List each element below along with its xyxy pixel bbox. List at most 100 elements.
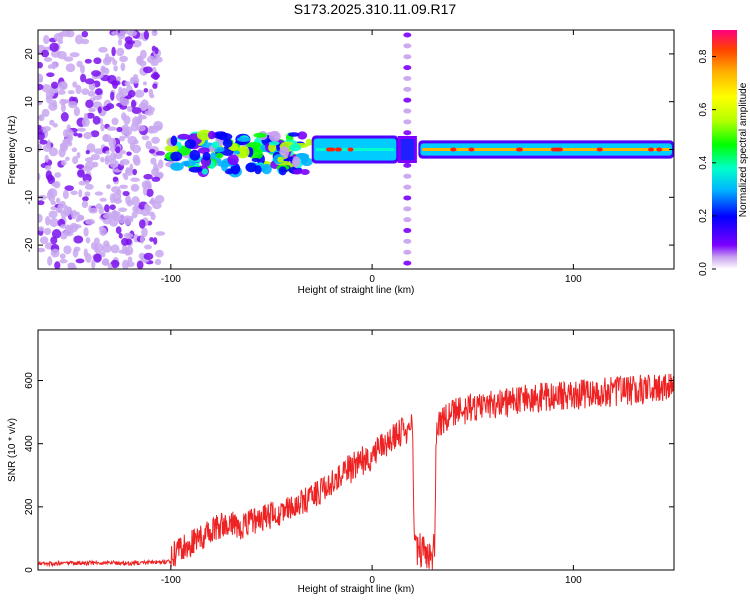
snr-axes: -100 0 100 0 200 400 600 [24,330,674,586]
noise-blob [67,90,75,95]
noise-blob [62,189,69,200]
band-peak [347,147,354,152]
spectrogram-ytick-label: 10 [24,96,35,108]
noise-blob [130,122,139,132]
stripe-blob [403,119,412,125]
noise-blob [88,107,96,113]
signal-blob [305,138,313,146]
signal-blob [170,135,178,146]
noise-blob [111,31,119,36]
noise-blob [54,172,62,178]
noise-blob [38,226,45,232]
noise-blob [83,132,93,140]
noise-blob [152,83,158,89]
stripe-blob [403,228,412,234]
signal-blob [213,131,228,139]
noise-blob [49,119,55,126]
noise-blob [113,65,118,72]
signal-blob [170,151,183,162]
spectrogram-ylabel: Frequency (Hz) [7,116,18,185]
spectrogram-ytick-label: 20 [24,48,35,60]
noise-blob [76,152,81,159]
noise-blob [120,62,126,72]
noise-blob [49,217,59,228]
signal-blob [222,138,233,148]
noise-blob [84,191,91,197]
noise-blob [152,71,160,81]
noise-blob [149,237,154,242]
noise-blob [102,258,110,266]
snr-xtick-label: 0 [369,575,375,586]
signal-blob [277,156,284,163]
noise-blob [80,64,85,74]
noise-blob [140,99,149,109]
noise-blob [123,232,134,239]
noise-blob [38,213,43,223]
noise-blob [65,63,76,73]
noise-blob [119,55,128,62]
noise-blob [110,80,121,86]
noise-blob [148,88,154,97]
signal-blob [233,150,241,155]
noise-blob [85,99,94,109]
noise-blob [126,199,133,207]
band-peak [596,147,603,152]
noise-blob [117,38,123,46]
noise-blob [78,189,83,198]
noise-blob [69,52,80,58]
noise-blob [121,259,130,269]
snr-xtick-label: 100 [565,575,582,586]
noise-blob [91,70,101,77]
noise-blob [151,30,158,37]
stripe-blob [403,108,412,114]
noise-blob [38,131,45,141]
noise-blob [138,252,146,260]
colorbar-tick-label: 0.4 [698,155,709,169]
noise-blob [118,249,128,254]
noise-blob [83,112,89,122]
noise-blob [78,180,87,186]
noise-blob [73,132,78,137]
noise-blob [131,196,140,206]
noise-blob [80,73,87,83]
noise-blob [139,49,147,60]
heatmap-region [311,135,399,164]
noise-blob [153,237,158,245]
noise-blob [41,49,50,58]
colorbar-gradient [712,30,737,269]
noise-blob [93,57,102,65]
noise-blob [143,173,153,180]
noise-blob [125,238,132,246]
snr-frame [37,329,675,571]
noise-blob [118,207,128,212]
spectrogram-heatmap [38,30,674,269]
noise-blob [148,149,156,154]
noise-blob [130,99,137,109]
noise-blob [38,83,44,91]
noise-blob [147,125,155,134]
noise-blob [75,258,85,264]
noise-blob [122,172,127,178]
noise-blob [60,82,68,90]
noise-blob [98,205,104,215]
noise-blob [68,100,78,109]
noise-blob [64,185,74,191]
signal-blob [197,147,211,154]
noise-blob [120,30,129,35]
band-peak [550,147,557,152]
noise-blob [46,72,55,78]
colorbar: 0.0 0.2 0.4 0.6 0.8 Normalized spectral ampl… [698,30,749,276]
noise-blob [42,126,51,132]
noise-blob [120,98,130,107]
noise-blob [91,259,96,269]
noise-blob [73,246,81,252]
noise-blob [38,124,42,131]
stripe-blob [403,260,412,266]
noise-blob [97,106,102,114]
spectrogram-xtick-label: 0 [369,274,375,285]
noise-blob [131,144,142,154]
signal-blob [181,160,196,167]
noise-blob [147,104,153,114]
noise-blob [82,173,92,183]
